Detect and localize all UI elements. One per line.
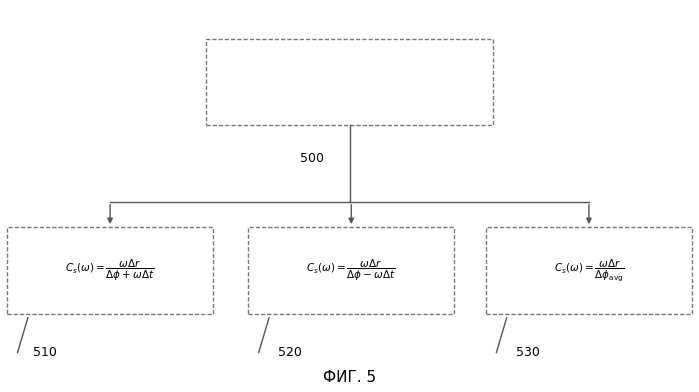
Text: $C_s(\omega) = \dfrac{\omega\Delta r}{\Delta\phi - \omega\Delta t}$: $C_s(\omega) = \dfrac{\omega\Delta r}{\D…	[306, 258, 396, 283]
Text: 520: 520	[278, 346, 302, 359]
Text: ФИГ. 5: ФИГ. 5	[323, 370, 376, 385]
Bar	[7, 227, 213, 314]
Text: $C_s(\omega) = \dfrac{\omega\Delta r}{\Delta\phi_{\mathrm{avg}}}$: $C_s(\omega) = \dfrac{\omega\Delta r}{\D…	[554, 258, 624, 283]
Text: 500: 500	[300, 152, 324, 165]
Text: 530: 530	[516, 346, 540, 359]
Bar	[206, 39, 493, 125]
Bar	[248, 227, 454, 314]
Bar	[486, 227, 692, 314]
Text: 510: 510	[34, 346, 57, 359]
Text: $C_s(\omega) = \dfrac{\omega\Delta r}{\Delta\phi + \omega\Delta t}$: $C_s(\omega) = \dfrac{\omega\Delta r}{\D…	[65, 258, 155, 283]
